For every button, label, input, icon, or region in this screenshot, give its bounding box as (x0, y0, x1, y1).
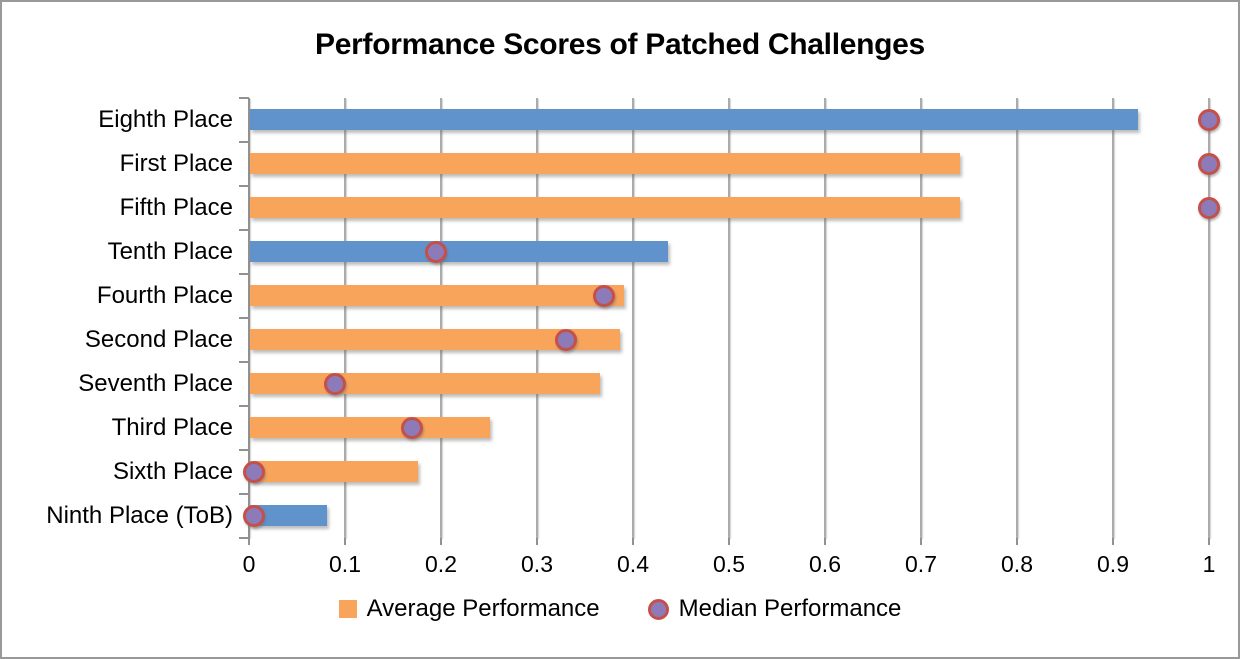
median-marker-first-place (1198, 153, 1220, 175)
x-axis-tick-label: 0.5 (713, 551, 745, 577)
legend-square-swatch-icon (338, 600, 357, 618)
x-axis-tick (1016, 538, 1018, 545)
median-marker-third-place (401, 417, 424, 439)
x-axis-tick (440, 538, 442, 545)
bar-first-place (250, 153, 961, 174)
x-axis-tick-label: 0.4 (617, 551, 649, 577)
x-axis-tick-label: 0.6 (809, 551, 841, 577)
category-label-tenth-place: Tenth Place (107, 238, 233, 265)
legend-item-median-performance: Median Performance (647, 595, 902, 623)
legend-circle-swatch-icon (647, 598, 669, 620)
gridline-0.5 (728, 98, 730, 538)
x-axis-tick-label: 0.9 (1097, 551, 1129, 577)
bar-seventh-place (250, 373, 601, 394)
median-marker-fifth-place (1198, 197, 1220, 219)
x-axis-tick-label: 0.7 (905, 551, 937, 577)
x-axis-tick-label: 0.8 (1001, 551, 1033, 577)
x-axis-tick-label: 0.3 (521, 551, 553, 577)
gridline-0.7 (920, 98, 922, 538)
x-axis-tick-label: 0.2 (425, 551, 457, 577)
median-marker-tenth-place (425, 241, 448, 263)
y-axis-tick (239, 229, 249, 231)
y-axis-line (248, 98, 250, 538)
legend-label-average-performance: Average Performance (366, 595, 600, 622)
x-axis-tick (1112, 538, 1114, 545)
bar-third-place (250, 417, 490, 438)
x-axis-tick (824, 538, 826, 545)
x-axis-tick-label: 0.1 (329, 551, 361, 577)
bar-sixth-place (250, 461, 418, 482)
category-label-first-place: First Place (119, 150, 233, 177)
gridline-0.9 (1112, 98, 1114, 538)
legend: Average Performance Median Performance (2, 595, 1238, 623)
bar-eighth-place (250, 109, 1138, 130)
category-label-seventh-place: Seventh Place (78, 370, 233, 397)
x-axis-tick (536, 538, 538, 545)
x-axis-tick (728, 538, 730, 545)
y-axis-tick (239, 405, 249, 407)
y-axis-labels: Eighth Place First Place Fifth Place Tenth … (2, 98, 233, 538)
median-marker-ninth-place-tob (242, 505, 265, 527)
gridline-0.8 (1016, 98, 1018, 538)
bar-tenth-place (250, 241, 668, 262)
x-axis-tick (248, 538, 250, 545)
bar-ninth-place-tob (250, 505, 327, 526)
bar-fourth-place (250, 285, 625, 306)
median-marker-sixth-place (242, 461, 265, 483)
gridline-0.2 (440, 98, 442, 538)
gridline-1 (1208, 98, 1210, 538)
x-axis-tick (920, 538, 922, 545)
category-label-sixth-place: Sixth Place (112, 458, 233, 485)
chart-title: Performance Scores of Patched Challenges (315, 28, 925, 61)
plot-area (239, 97, 1220, 545)
gridline-0.6 (824, 98, 826, 538)
y-axis-tick (239, 185, 249, 187)
y-axis-tick (239, 537, 249, 539)
category-label-ninth-place-tob: Ninth Place (ToB) (46, 502, 233, 529)
x-axis-labels: 0 0.1 0.2 0.3 0.4 0.5 0.6 0.7 0.8 0.9 1 (243, 551, 1216, 579)
x-axis-tick-label: 0 (242, 551, 256, 577)
category-label-second-place: Second Place (84, 326, 233, 353)
y-axis-tick (239, 141, 249, 143)
y-axis-tick (239, 361, 249, 363)
y-axis-tick (239, 493, 249, 495)
bar-second-place (250, 329, 620, 350)
x-axis-tick (632, 538, 634, 545)
y-axis-tick (239, 317, 249, 319)
gridline-0.1 (344, 98, 346, 538)
x-axis-tick-label: 1 (1202, 551, 1216, 577)
x-axis-tick (344, 538, 346, 545)
x-axis-tick (1208, 538, 1210, 545)
median-marker-fourth-place (593, 285, 616, 307)
legend-item-average-performance: Average Performance (338, 595, 600, 623)
category-label-eighth-place: Eighth Place (98, 106, 233, 133)
gridline-0.4 (632, 98, 634, 538)
median-marker-eighth-place (1198, 109, 1220, 131)
y-axis-tick (239, 449, 249, 451)
y-axis-tick (239, 97, 249, 99)
median-marker-second-place (554, 329, 577, 351)
category-label-fifth-place: Fifth Place (119, 194, 233, 221)
y-axis-tick (239, 273, 249, 275)
category-label-third-place: Third Place (111, 414, 233, 441)
median-marker-seventh-place (324, 373, 347, 395)
bar-fifth-place (250, 197, 961, 218)
legend-label-median-performance: Median Performance (678, 595, 902, 622)
category-label-fourth-place: Fourth Place (96, 282, 233, 309)
gridline-0.3 (536, 98, 538, 538)
